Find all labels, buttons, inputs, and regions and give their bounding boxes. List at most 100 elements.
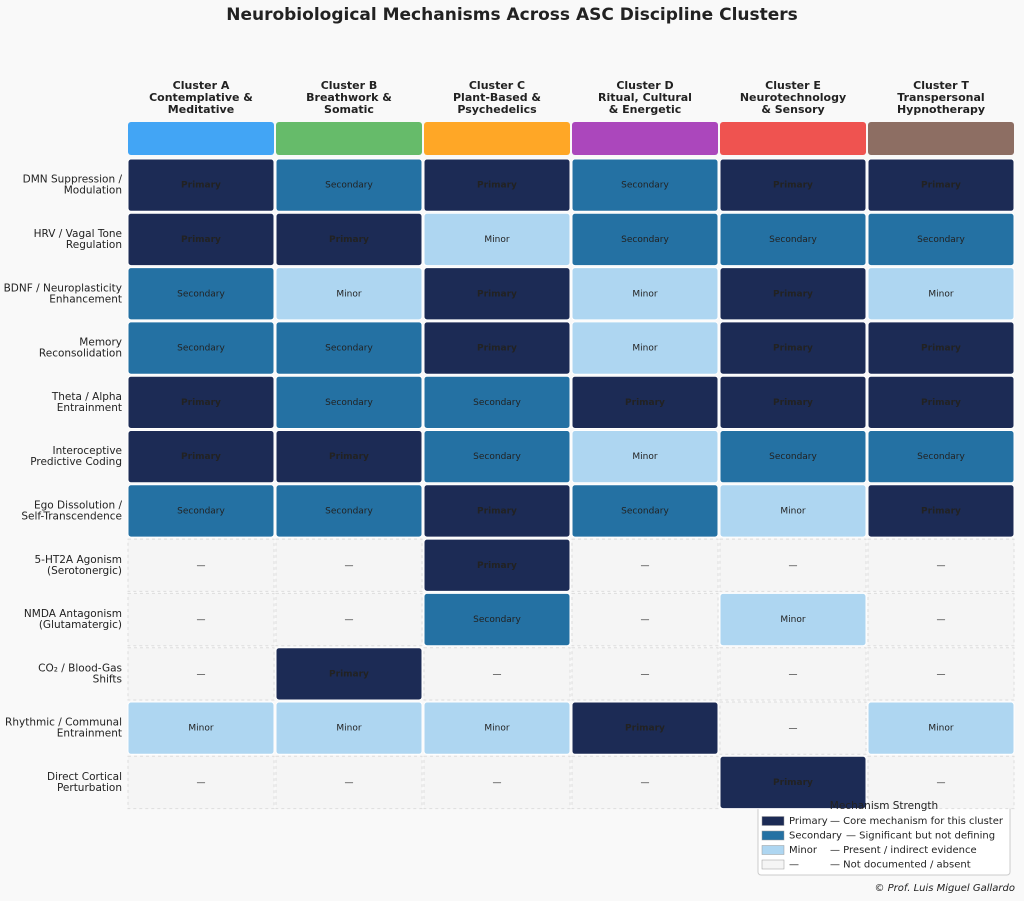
cell-label: Minor xyxy=(780,506,805,516)
column-header: Psychedelics xyxy=(457,103,537,116)
cell xyxy=(275,701,423,755)
cell xyxy=(127,375,275,430)
credit: © Prof. Luis Miguel Gallardo xyxy=(874,883,1015,894)
cell xyxy=(127,212,275,267)
empty-cell xyxy=(867,647,1015,701)
column-color-bar xyxy=(572,122,718,155)
cell xyxy=(867,430,1015,484)
cell xyxy=(571,375,719,430)
cell xyxy=(719,430,867,484)
cell xyxy=(275,647,423,701)
cell-label: — xyxy=(493,669,502,679)
cell-label: — xyxy=(937,669,946,679)
cell-label: — xyxy=(937,615,946,625)
cell-label: Secondary xyxy=(325,506,373,516)
column-header: Contemplative & xyxy=(149,91,253,104)
cell-label: — xyxy=(641,561,650,571)
cell-label: Secondary xyxy=(621,181,669,191)
empty-cell xyxy=(127,538,275,592)
cell xyxy=(719,158,867,212)
row-label: Theta / Alpha xyxy=(51,391,122,403)
cell-label: — xyxy=(937,561,946,571)
row-label: CO₂ / Blood-Gas xyxy=(38,662,122,674)
empty-cell xyxy=(127,592,275,647)
empty-cell xyxy=(571,647,719,701)
cell-label: Minor xyxy=(928,289,953,299)
cell-label: Primary xyxy=(921,344,961,354)
cell xyxy=(719,267,867,321)
cell-label: — xyxy=(789,669,798,679)
column-header: Breathwork & xyxy=(306,91,392,104)
row-label: Perturbation xyxy=(57,782,122,794)
cell xyxy=(423,701,571,755)
cell-label: Secondary xyxy=(917,235,965,245)
cell xyxy=(571,701,719,755)
empty-cell xyxy=(571,538,719,592)
cell-label: — xyxy=(197,778,206,788)
row-label: Memory xyxy=(79,337,122,349)
row-label: DMN Suppression / xyxy=(23,174,123,186)
cell xyxy=(719,484,867,538)
column-color-bar xyxy=(276,122,422,155)
legend-swatch xyxy=(761,859,785,870)
empty-cell xyxy=(719,647,867,701)
legend-title: Mechanism Strength xyxy=(830,800,938,812)
cell xyxy=(127,158,275,212)
row-label: BDNF / Neuroplasticity xyxy=(4,282,122,294)
cell-label: Primary xyxy=(773,778,813,788)
empty-cell xyxy=(719,538,867,592)
cell-label: — xyxy=(345,561,354,571)
cell-label: Secondary xyxy=(325,181,373,191)
cell xyxy=(127,267,275,321)
cell-label: Primary xyxy=(921,506,961,516)
empty-cell xyxy=(275,755,423,810)
cell-label: Primary xyxy=(773,344,813,354)
cell-label: Minor xyxy=(336,289,361,299)
cell-label: Primary xyxy=(921,181,961,191)
cell xyxy=(275,375,423,430)
cell xyxy=(423,321,571,375)
cell xyxy=(867,484,1015,538)
legend-swatch xyxy=(761,816,785,826)
cell xyxy=(275,430,423,484)
row-label: Enhancement xyxy=(49,293,122,305)
cell-label: Primary xyxy=(329,452,369,462)
cell xyxy=(423,484,571,538)
cell xyxy=(719,755,867,810)
column-header: Neurotechnology xyxy=(740,91,846,104)
column-header: & Energetic xyxy=(609,103,682,116)
column-color-bar xyxy=(424,122,570,155)
empty-cell xyxy=(127,647,275,701)
cell-label: Primary xyxy=(329,669,369,679)
cell-label: Primary xyxy=(773,398,813,408)
row-label: Ego Dissolution / xyxy=(34,499,122,511)
cell xyxy=(867,158,1015,212)
cell-label: Secondary xyxy=(325,398,373,408)
cell-label: Minor xyxy=(632,289,657,299)
cell xyxy=(571,430,719,484)
row-label: Entrainment xyxy=(57,402,122,414)
row-label: Predictive Coding xyxy=(30,456,122,468)
column-header: Transpersonal xyxy=(897,91,984,104)
row-label: (Serotonergic) xyxy=(47,565,122,577)
cell xyxy=(719,375,867,430)
chart-title: Neurobiological Mechanisms Across ASC Di… xyxy=(226,5,798,25)
cell-label: Primary xyxy=(773,181,813,191)
column-header: Somatic xyxy=(324,103,374,116)
cell xyxy=(127,484,275,538)
cell xyxy=(571,484,719,538)
row-label: (Glutamatergic) xyxy=(39,619,122,631)
row-label: Interoceptive xyxy=(53,445,122,457)
cell xyxy=(719,212,867,267)
row-label: Regulation xyxy=(66,239,122,251)
cell xyxy=(423,538,571,592)
cell-label: Secondary xyxy=(325,344,373,354)
column-header: Cluster D xyxy=(616,79,673,92)
empty-cell xyxy=(867,592,1015,647)
cell-label: — xyxy=(641,615,650,625)
row-label: Entrainment xyxy=(57,728,122,740)
cell xyxy=(571,212,719,267)
cell-label: — xyxy=(641,669,650,679)
empty-cell xyxy=(867,755,1015,810)
